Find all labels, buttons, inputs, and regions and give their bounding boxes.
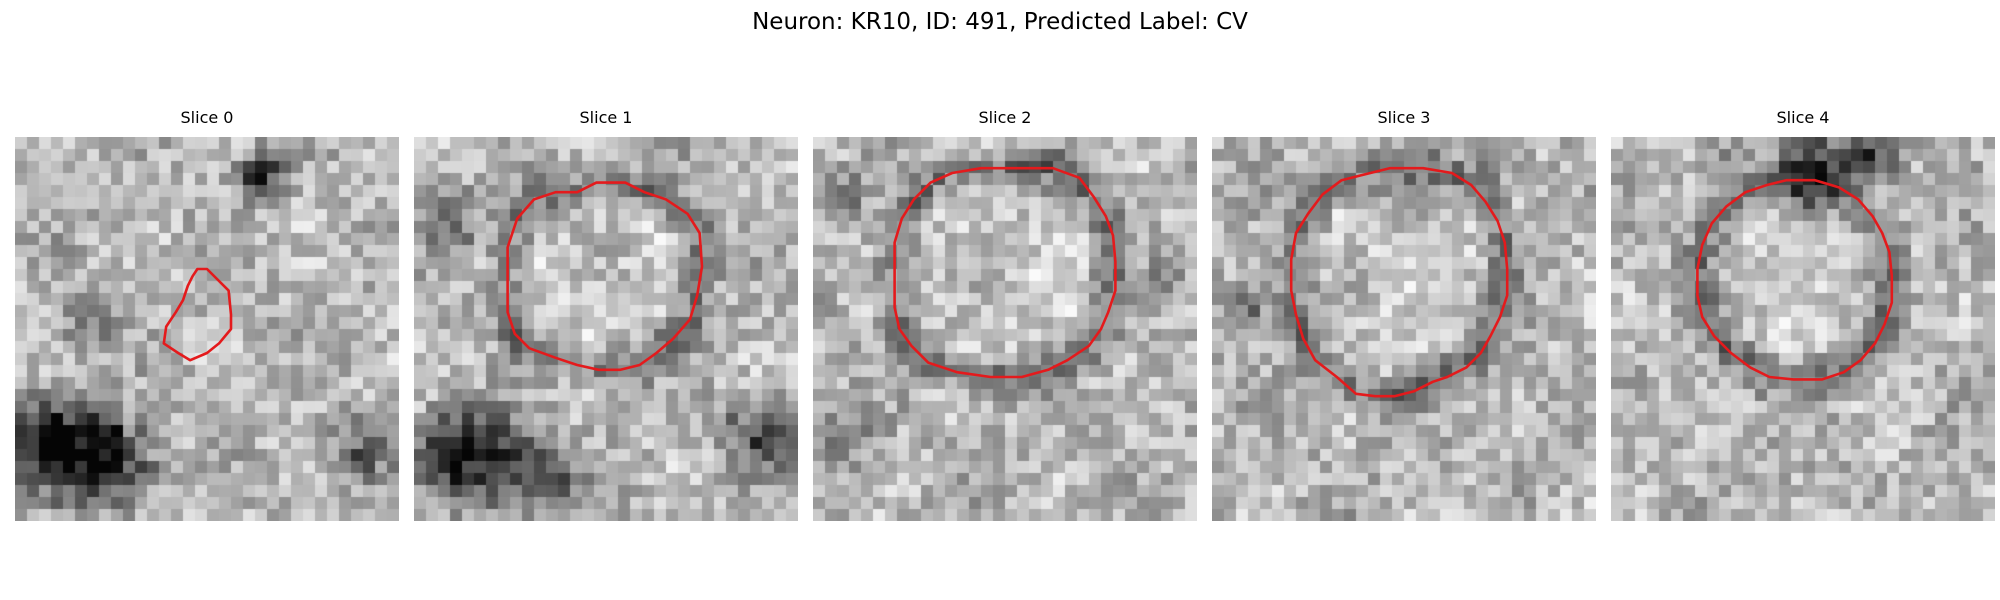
grayscale-slice-image xyxy=(414,137,798,521)
figure-title: Neuron: KR10, ID: 491, Predicted Label: … xyxy=(752,9,1248,35)
roi-contour-outline xyxy=(1289,166,1509,398)
roi-contour-outline xyxy=(506,181,704,372)
roi-contour xyxy=(1289,166,1509,398)
roi-contour xyxy=(506,181,704,372)
slice-panel-0: Slice 0 xyxy=(15,107,399,521)
roi-contour xyxy=(893,166,1117,379)
grayscale-slice-image xyxy=(1212,137,1596,521)
grayscale-slice-image xyxy=(15,137,399,521)
roi-contour-outline xyxy=(162,267,233,362)
slice-panel-3: Slice 3 xyxy=(1212,107,1596,521)
roi-contour-outline xyxy=(1696,178,1894,381)
grayscale-slice-image xyxy=(1611,137,1995,521)
slice-title: Slice 1 xyxy=(579,108,633,127)
slice-panel-2: Slice 2 xyxy=(813,107,1197,521)
slice-panel-1: Slice 1 xyxy=(414,107,798,521)
slice-title: Slice 2 xyxy=(978,108,1032,127)
grayscale-slice-image xyxy=(813,137,1197,521)
slice-panel-4: Slice 4 xyxy=(1611,107,1995,521)
roi-contour xyxy=(162,267,233,362)
roi-contour-outline xyxy=(893,166,1117,379)
slice-title: Slice 3 xyxy=(1377,108,1431,127)
roi-contour xyxy=(1696,178,1894,381)
slice-title: Slice 4 xyxy=(1776,108,1830,127)
slice-title: Slice 0 xyxy=(180,108,234,127)
